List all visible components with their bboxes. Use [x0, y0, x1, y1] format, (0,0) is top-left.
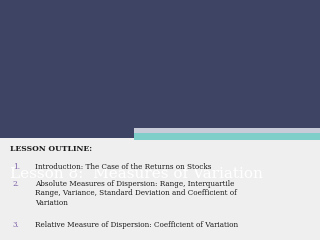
- Text: Introduction: The Case of the Returns on Stocks: Introduction: The Case of the Returns on…: [35, 163, 212, 171]
- FancyBboxPatch shape: [134, 130, 320, 140]
- Text: 1.: 1.: [13, 163, 20, 171]
- FancyBboxPatch shape: [0, 138, 320, 240]
- Text: 3.: 3.: [13, 221, 20, 229]
- Text: Absolute Measures of Dispersion: Range, Interquartile
Range, Variance, Standard : Absolute Measures of Dispersion: Range, …: [35, 180, 237, 207]
- Text: Lesson 8:  Measures of Variation: Lesson 8: Measures of Variation: [10, 167, 262, 181]
- Text: LESSON OUTLINE:: LESSON OUTLINE:: [10, 145, 92, 153]
- FancyBboxPatch shape: [134, 128, 320, 132]
- Text: Relative Measure of Dispersion: Coefficient of Variation: Relative Measure of Dispersion: Coeffici…: [35, 221, 238, 229]
- Text: 2.: 2.: [13, 180, 20, 187]
